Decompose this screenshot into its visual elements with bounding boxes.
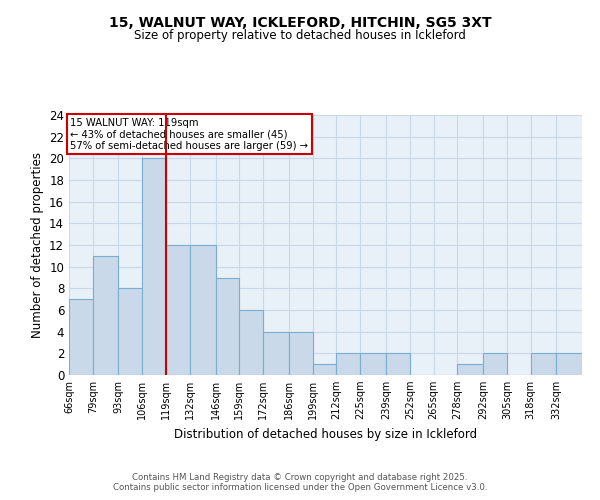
Bar (556, 354, 582, 375)
Bar (93, 256, 118, 375)
Bar (483, 354, 507, 375)
Bar (530, 354, 556, 375)
Text: 15, WALNUT WAY, ICKLEFORD, HITCHIN, SG5 3XT: 15, WALNUT WAY, ICKLEFORD, HITCHIN, SG5 … (109, 16, 491, 30)
Bar (337, 354, 361, 375)
Bar (166, 245, 190, 375)
Bar (361, 354, 386, 375)
Bar (457, 364, 483, 375)
Text: 15 WALNUT WAY: 119sqm
← 43% of detached houses are smaller (45)
57% of semi-deta: 15 WALNUT WAY: 119sqm ← 43% of detached … (70, 118, 308, 151)
Bar (118, 288, 142, 375)
Text: Contains HM Land Registry data © Crown copyright and database right 2025.
Contai: Contains HM Land Registry data © Crown c… (113, 473, 487, 492)
Bar (289, 332, 313, 375)
Bar (190, 245, 215, 375)
Y-axis label: Number of detached properties: Number of detached properties (31, 152, 44, 338)
X-axis label: Distribution of detached houses by size in Ickleford: Distribution of detached houses by size … (174, 428, 477, 440)
Bar (263, 332, 289, 375)
Bar (69, 299, 93, 375)
Bar (215, 278, 239, 375)
Text: Size of property relative to detached houses in Ickleford: Size of property relative to detached ho… (134, 29, 466, 42)
Bar (386, 354, 410, 375)
Bar (313, 364, 337, 375)
Bar (142, 158, 166, 375)
Bar (239, 310, 263, 375)
